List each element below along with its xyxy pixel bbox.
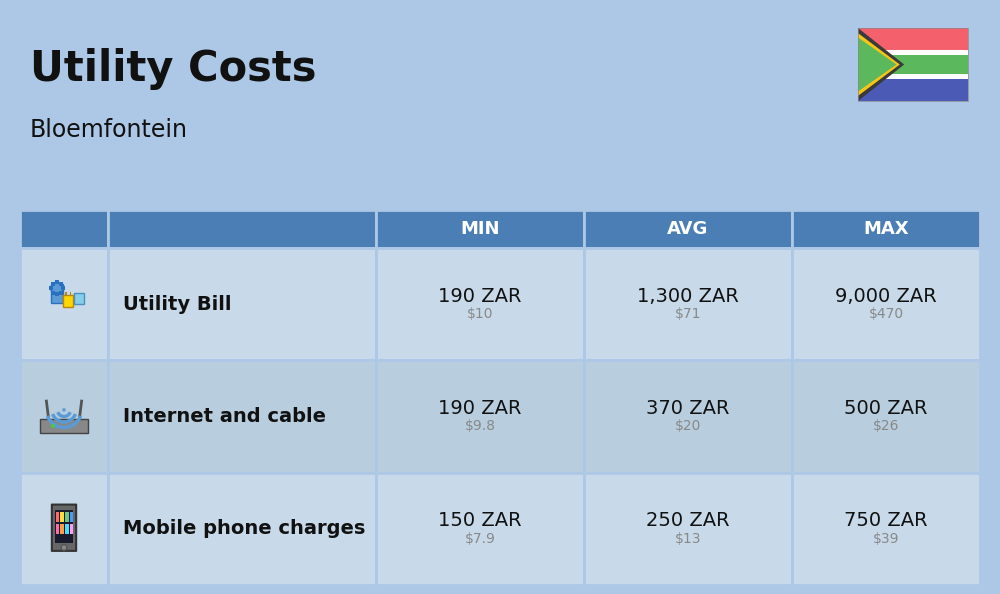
Bar — [63, 295, 73, 308]
Bar — [584, 210, 792, 248]
Text: $10: $10 — [467, 307, 493, 321]
Text: 150 ZAR: 150 ZAR — [438, 511, 522, 530]
Bar — [55, 510, 73, 543]
Bar — [51, 282, 55, 286]
Bar — [376, 210, 584, 248]
Bar — [584, 361, 792, 473]
FancyBboxPatch shape — [52, 504, 76, 551]
Circle shape — [51, 424, 55, 428]
Bar — [376, 473, 584, 585]
Bar — [74, 293, 84, 304]
Bar — [51, 285, 63, 303]
Text: Mobile phone charges: Mobile phone charges — [123, 519, 365, 538]
Bar — [59, 282, 63, 286]
Bar — [858, 28, 968, 101]
Bar — [792, 361, 980, 473]
Bar — [65, 525, 69, 535]
Bar — [49, 286, 53, 290]
Bar — [108, 210, 376, 248]
Text: MIN: MIN — [460, 220, 500, 238]
Text: 500 ZAR: 500 ZAR — [844, 399, 928, 418]
Text: 190 ZAR: 190 ZAR — [438, 287, 522, 306]
Text: Utility Bill: Utility Bill — [123, 295, 232, 314]
Text: $470: $470 — [868, 307, 904, 321]
Bar — [858, 77, 968, 101]
Text: 370 ZAR: 370 ZAR — [646, 399, 730, 418]
Circle shape — [61, 545, 67, 551]
Text: 9,000 ZAR: 9,000 ZAR — [835, 287, 937, 306]
Text: $20: $20 — [675, 419, 701, 434]
Bar — [376, 361, 584, 473]
Text: $13: $13 — [675, 532, 701, 546]
Text: Internet and cable: Internet and cable — [123, 407, 326, 426]
Text: $9.8: $9.8 — [464, 419, 496, 434]
Bar — [20, 210, 108, 248]
Bar — [792, 473, 980, 585]
Text: 1,300 ZAR: 1,300 ZAR — [637, 287, 739, 306]
Bar — [51, 290, 55, 295]
Bar — [60, 525, 64, 535]
Text: $26: $26 — [873, 419, 899, 434]
Bar — [65, 513, 69, 522]
Bar — [108, 361, 376, 473]
Bar — [858, 28, 968, 52]
Bar — [55, 280, 59, 284]
Bar — [55, 292, 59, 296]
Bar — [60, 513, 64, 522]
Bar — [792, 248, 980, 361]
Bar — [376, 248, 584, 361]
Text: Bloemfontein: Bloemfontein — [30, 118, 188, 142]
Bar — [20, 361, 108, 473]
Bar — [59, 290, 63, 295]
Polygon shape — [858, 28, 904, 101]
Bar — [70, 292, 71, 296]
Text: 190 ZAR: 190 ZAR — [438, 399, 522, 418]
Bar — [70, 513, 73, 522]
Bar — [858, 52, 968, 77]
Text: MAX: MAX — [863, 220, 909, 238]
Polygon shape — [858, 37, 896, 91]
Text: 250 ZAR: 250 ZAR — [646, 511, 730, 530]
Bar — [584, 473, 792, 585]
Bar — [61, 286, 65, 290]
Bar — [20, 248, 108, 361]
Bar — [65, 292, 67, 296]
Bar — [108, 473, 376, 585]
Text: $71: $71 — [675, 307, 701, 321]
Bar — [858, 50, 968, 55]
Bar — [56, 525, 59, 535]
Polygon shape — [858, 33, 900, 96]
Circle shape — [51, 282, 63, 295]
Bar — [108, 248, 376, 361]
Bar — [858, 74, 968, 79]
Text: 750 ZAR: 750 ZAR — [844, 511, 928, 530]
Bar — [56, 513, 59, 522]
Bar — [20, 473, 108, 585]
Text: Utility Costs: Utility Costs — [30, 48, 316, 90]
Bar — [584, 248, 792, 361]
Circle shape — [62, 408, 66, 412]
Text: $7.9: $7.9 — [465, 532, 495, 546]
Bar — [792, 210, 980, 248]
Text: $39: $39 — [873, 532, 899, 546]
Bar — [70, 525, 73, 535]
Text: AVG: AVG — [667, 220, 709, 238]
Bar — [40, 419, 88, 433]
